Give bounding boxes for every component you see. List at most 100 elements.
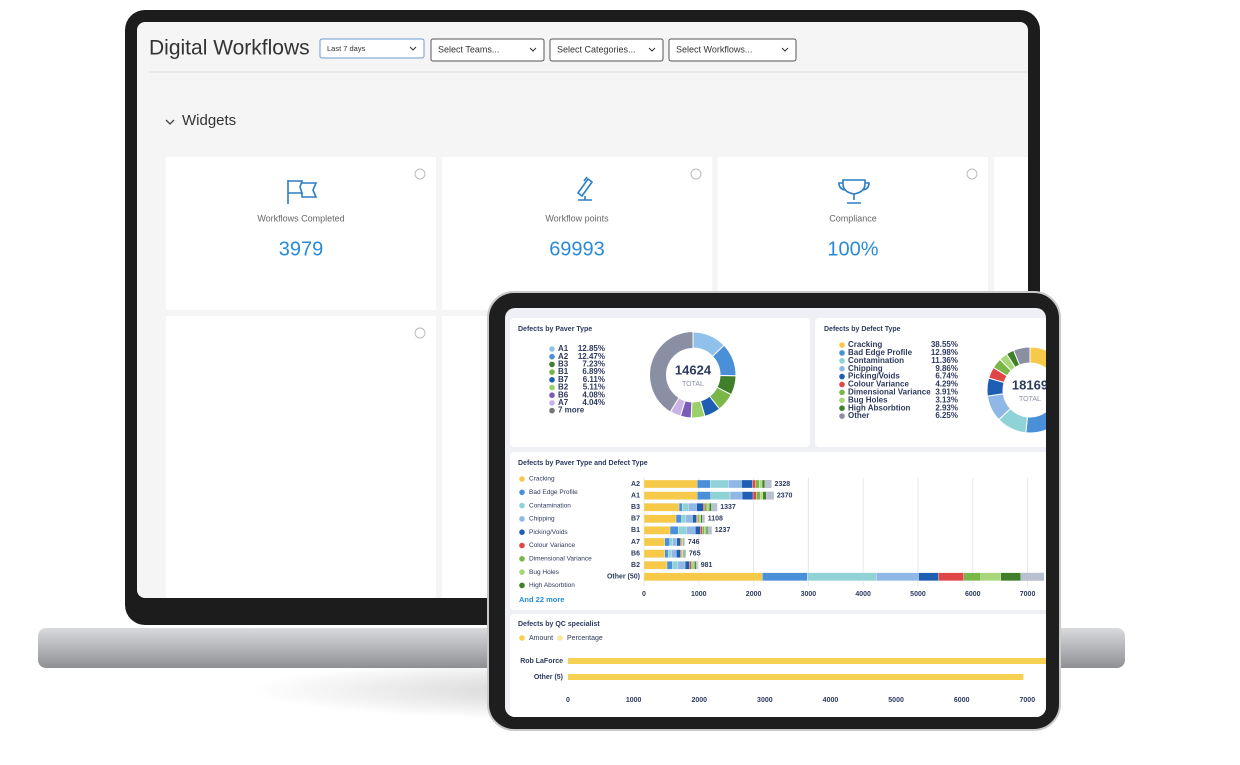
- filter-label: Select Categories...: [557, 44, 636, 54]
- legend-dot: [549, 369, 555, 375]
- legend-dot: [519, 569, 525, 575]
- info-icon: [414, 168, 426, 180]
- legend-dot: [549, 353, 555, 360]
- legend-label: Bug Holes: [529, 569, 560, 576]
- view-more-link[interactable]: View more: [1108, 343, 1150, 353]
- bar-segment: [741, 479, 753, 489]
- x-tick-label: 6000: [965, 591, 981, 598]
- bar-segment: [760, 491, 764, 500]
- bar-segment: [681, 549, 683, 558]
- x-tick-label: 4000: [823, 697, 839, 704]
- legend-label: B3: [558, 360, 569, 369]
- legend-dot: [549, 392, 555, 399]
- widget-card: [442, 157, 712, 310]
- bar-segment: [685, 514, 693, 523]
- bar-segment: [681, 514, 687, 523]
- donut-total-label: TOTAL: [1019, 396, 1041, 403]
- bar-segment: [709, 503, 712, 512]
- bar-segment: [643, 537, 665, 547]
- tablet-screen: Defects by Paver Type A1 12.85% A2 12.47% B3 7…: [505, 308, 1046, 717]
- bar-segment: [741, 491, 754, 500]
- legend-dot: [839, 350, 845, 356]
- x-tick-label: 7000: [1020, 697, 1036, 704]
- legend-value: 4.08%: [582, 390, 605, 399]
- collapse-icon: [165, 119, 175, 125]
- widget-label: Total issues found: [1093, 293, 1165, 303]
- bar-segment: [752, 491, 757, 500]
- legend-value: 3.91%: [935, 388, 958, 397]
- bar-segment: [697, 479, 711, 489]
- bar-segment: [697, 491, 711, 500]
- donut-segment: [669, 397, 686, 417]
- legend-label: Percentage: [567, 635, 603, 642]
- bar-segment: [688, 503, 697, 512]
- filter-label: Select Workflows...: [676, 44, 752, 54]
- legend-label: A2: [558, 352, 569, 361]
- x-tick-label: 0: [642, 591, 646, 598]
- bar-segment: [704, 503, 708, 512]
- legend-value: 7.23%: [582, 360, 605, 369]
- bar-segment: [807, 572, 877, 581]
- x-tick-label: 3000: [801, 591, 817, 598]
- bar-segment: [643, 526, 671, 535]
- legend-dot: [549, 407, 555, 414]
- bar-segment: [683, 549, 685, 558]
- legend-label: Bug Holes: [848, 395, 888, 404]
- bar-segment: [762, 572, 808, 581]
- y-tick-label: B6: [631, 550, 640, 557]
- x-tick-label: 5000: [888, 697, 904, 704]
- bar-segment: [918, 572, 939, 581]
- legend-label: A7: [558, 398, 569, 407]
- legend-label: High Absorbtion: [848, 403, 910, 412]
- legend-label: High Absorbtion: [529, 582, 575, 589]
- legend-label: Other: [848, 411, 869, 420]
- legend-label: B7: [558, 375, 569, 384]
- bar-segment: [876, 572, 919, 581]
- info-icon: [690, 168, 702, 180]
- bar-segment: [761, 479, 765, 489]
- info-icon: [414, 327, 426, 339]
- legend-value: 38.55%: [931, 340, 958, 349]
- legend-value: 6.74%: [935, 372, 958, 381]
- y-tick-label: A2: [631, 481, 640, 488]
- legend-label: Colour Variance: [529, 542, 576, 549]
- filter-dropdown: [549, 38, 664, 62]
- bar-segment: [703, 503, 705, 512]
- bar-segment: [728, 479, 742, 489]
- legend-value: 11.36%: [931, 356, 958, 365]
- y-tick-label: Rob LaForce: [520, 658, 563, 665]
- bar-segment: [697, 514, 700, 523]
- chevron: [648, 47, 656, 52]
- bar-segment: [690, 561, 693, 570]
- legend-label: B1: [558, 367, 569, 376]
- legend-dot: [519, 476, 525, 482]
- legend-dot: [839, 397, 845, 404]
- widget-icon: [838, 179, 870, 204]
- bar-total-label: 2328: [775, 481, 791, 488]
- x-tick-label: 1000: [691, 591, 707, 598]
- bar-segment: [664, 537, 670, 547]
- legend-label: Colour Variance: [848, 380, 909, 389]
- legend-value: 9.86%: [935, 364, 958, 373]
- section-title: Widgets: [182, 112, 236, 129]
- legend-label: Contamination: [848, 356, 904, 365]
- bar-segment: [752, 479, 756, 489]
- donut-total-label: TOTAL: [682, 381, 704, 388]
- legend-dot: [557, 635, 563, 641]
- bar-segment: [686, 526, 696, 535]
- bar-segment: [643, 479, 698, 489]
- x-tick-label: 2000: [746, 591, 762, 598]
- bar-total-label: 2370: [777, 492, 793, 499]
- legend-dot: [839, 389, 845, 396]
- legend-dot: [549, 400, 555, 406]
- bar-segment: [700, 514, 703, 523]
- legend-label: Chipping: [529, 516, 555, 523]
- widget-value: 69993: [549, 238, 605, 260]
- panel-title: Defects by Defect Type: [824, 326, 901, 333]
- bar-segment: [682, 503, 689, 512]
- y-tick-label: B2: [631, 562, 640, 569]
- y-tick-label: B1: [631, 527, 640, 534]
- bar-segment: [706, 503, 710, 512]
- bar-segment: [729, 491, 743, 500]
- bar-segment: [683, 537, 685, 547]
